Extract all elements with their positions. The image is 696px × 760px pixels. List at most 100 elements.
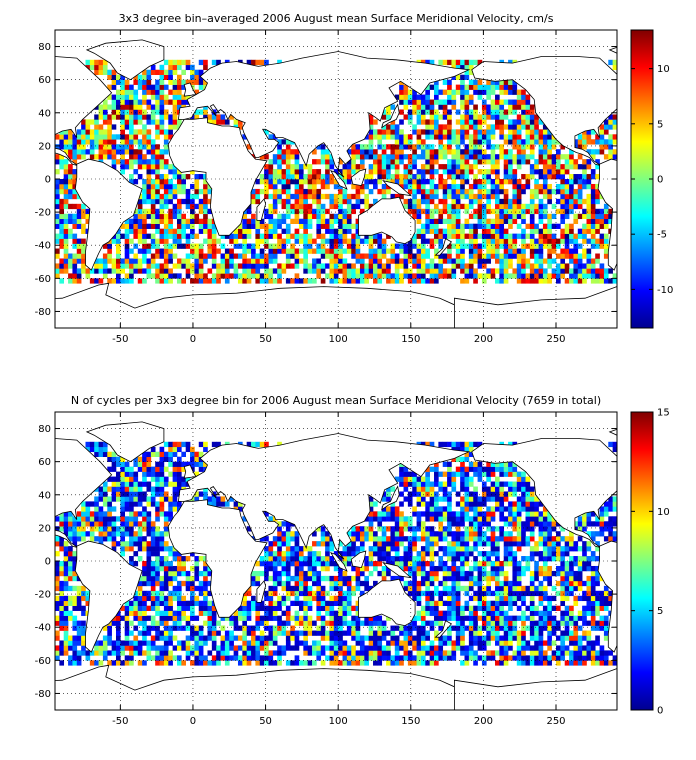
bin-cell	[59, 208, 65, 215]
bin-cell	[259, 605, 265, 611]
bin-cell	[516, 119, 522, 125]
bin-cell	[425, 188, 430, 195]
bin-cell	[534, 630, 539, 636]
bin-cell	[142, 228, 147, 234]
bin-cell	[298, 233, 304, 239]
bin-cell	[307, 660, 313, 666]
bin-cell	[464, 154, 470, 160]
bin-cell	[599, 645, 605, 651]
bin-cell	[407, 198, 413, 205]
bin-cell	[425, 595, 430, 602]
bin-cell	[242, 238, 247, 244]
bin-cell	[521, 655, 526, 661]
bin-cell	[120, 223, 126, 229]
bin-cell	[403, 561, 409, 567]
bin-cell	[150, 213, 156, 220]
bin-cell	[207, 114, 213, 120]
bin-cell	[346, 278, 352, 284]
bin-cell	[355, 149, 361, 155]
bin-cell	[133, 223, 139, 229]
bin-cell	[211, 625, 217, 631]
bin-cell	[569, 164, 574, 170]
bin-cell	[294, 595, 300, 602]
bin-cell	[325, 253, 330, 259]
bin-cell	[386, 615, 391, 621]
bin-cell	[159, 109, 165, 115]
bin-cell	[242, 625, 247, 631]
bin-cell	[298, 660, 304, 666]
bin-cell	[55, 218, 60, 224]
bin-cell	[590, 218, 596, 224]
bin-cell	[129, 94, 134, 100]
bin-cell	[416, 144, 422, 150]
bin-cell	[434, 655, 439, 661]
bin-cell	[294, 258, 300, 264]
bin-cell	[420, 183, 426, 190]
bin-cell	[525, 99, 531, 105]
bin-cell	[303, 650, 308, 656]
bin-cell	[251, 198, 256, 205]
bin-cell	[185, 635, 191, 641]
bin-cell	[503, 164, 509, 170]
bin-cell	[503, 660, 509, 666]
bin-cell	[586, 238, 592, 244]
bin-cell	[434, 268, 439, 274]
bin-cell	[442, 575, 448, 582]
x-tick-label: -50	[112, 334, 128, 345]
bin-cell	[373, 630, 378, 636]
bin-cell	[142, 590, 147, 597]
bin-cell	[355, 565, 361, 572]
bin-cell	[329, 630, 335, 636]
bin-cell	[425, 203, 430, 210]
bin-cell	[512, 268, 518, 274]
bin-cell	[490, 164, 496, 170]
bin-cell	[81, 213, 86, 220]
bin-cell	[407, 561, 413, 567]
bin-cell	[133, 258, 139, 264]
bin-cell	[159, 565, 165, 572]
bin-cell	[425, 585, 430, 592]
bin-cell	[381, 238, 387, 244]
bin-cell	[394, 660, 400, 666]
bin-cell	[129, 238, 134, 244]
bin-cell	[582, 590, 587, 597]
bin-cell	[107, 69, 112, 75]
bin-cell	[381, 169, 387, 175]
bin-cell	[68, 600, 73, 606]
bin-cell	[521, 610, 526, 616]
bin-cell	[407, 179, 413, 185]
bin-cell	[547, 645, 552, 651]
bin-cell	[85, 600, 91, 606]
bin-cell	[203, 223, 208, 229]
bin-cell	[590, 268, 596, 274]
bin-cell	[172, 203, 178, 210]
bin-cell	[442, 124, 448, 130]
bin-cell	[556, 273, 561, 279]
bin-cell	[172, 253, 178, 259]
bin-cell	[203, 595, 208, 602]
bin-cell	[438, 134, 444, 140]
bin-cell	[420, 635, 426, 641]
bin-cell	[529, 585, 535, 592]
bin-cell	[259, 615, 265, 621]
bin-cell	[477, 223, 483, 229]
bin-cell	[142, 248, 147, 254]
bin-cell	[312, 645, 317, 651]
bin-cell	[181, 94, 186, 100]
bin-cell	[381, 144, 387, 150]
bin-cell	[146, 169, 152, 175]
bin-cell	[394, 268, 400, 274]
bin-cell	[81, 129, 86, 135]
bin-cell	[394, 144, 400, 150]
bin-cell	[460, 268, 465, 274]
bin-cell	[551, 630, 557, 636]
bin-cell	[525, 139, 531, 145]
bin-cell	[55, 268, 60, 274]
bin-cell	[102, 119, 108, 125]
bin-cell	[560, 213, 566, 220]
bin-cell	[255, 238, 261, 244]
bin-cell	[582, 268, 587, 274]
bin-cell	[159, 268, 165, 274]
bin-cell	[346, 174, 352, 180]
bin-cell	[438, 164, 444, 170]
